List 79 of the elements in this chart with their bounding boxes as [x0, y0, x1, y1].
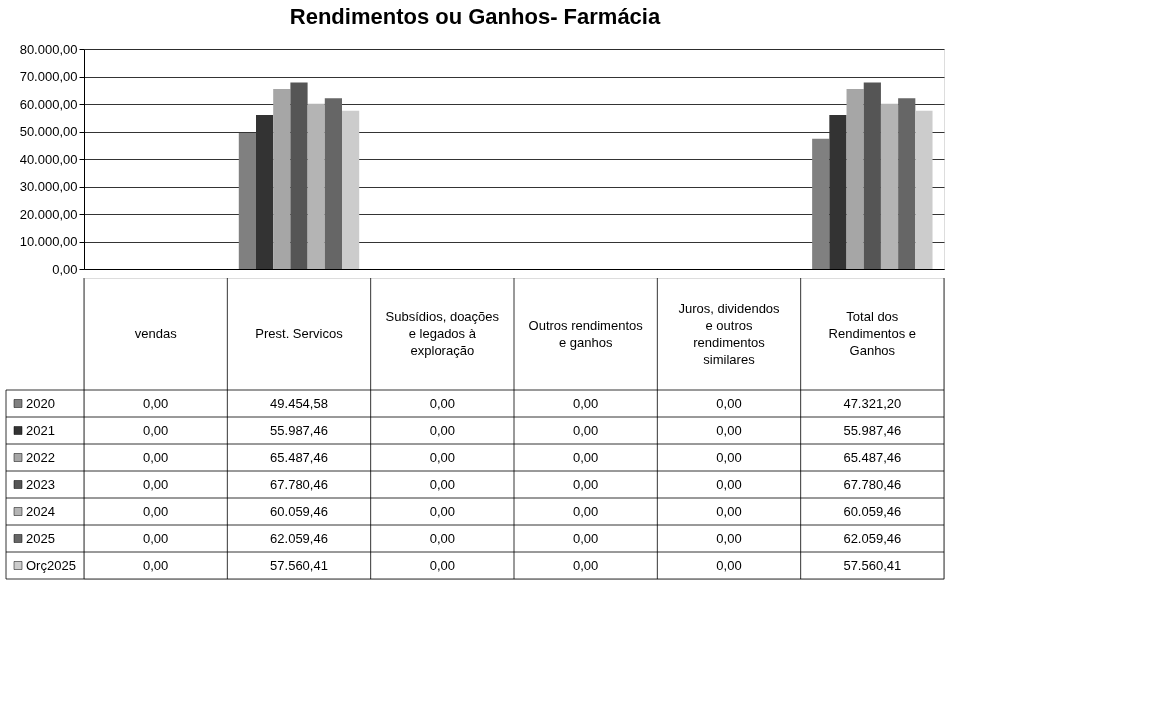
data-label: 0,00	[143, 503, 169, 519]
data-label: 0,00	[429, 503, 455, 519]
bar	[290, 82, 308, 269]
data-label: 49.454,58	[270, 395, 328, 411]
data-label: 0,00	[143, 557, 169, 573]
data-label: 0,00	[716, 476, 742, 492]
chart-title: Rendimentos ou Ganhos- Farmácia	[289, 3, 661, 29]
y-tick-label: 0,00	[52, 261, 78, 277]
data-label: 0,00	[143, 530, 169, 546]
x-tick-label: Prest. Servicos	[255, 326, 344, 341]
data-label: 55.987,46	[843, 422, 902, 438]
data-label: 47.321,20	[843, 395, 902, 411]
bar	[324, 98, 342, 269]
bar	[846, 88, 864, 269]
data-label: 65.487,46	[843, 449, 902, 465]
data-label: 0,00	[573, 422, 599, 438]
y-tick-label: 70.000,00	[19, 69, 78, 84]
data-label: 0,00	[716, 503, 742, 519]
data-label: 0,00	[716, 422, 742, 438]
data-label: 62.059,46	[270, 530, 328, 546]
legend-label: 2024	[26, 503, 55, 519]
data-label: 0,00	[143, 395, 169, 411]
data-label: 0,00	[716, 557, 742, 573]
legend-label: 2025	[26, 530, 55, 546]
bar	[238, 133, 256, 269]
data-label: 60.059,46	[270, 503, 328, 519]
legend-label: Orç2025	[26, 557, 76, 573]
data-label: 0,00	[573, 395, 599, 411]
bar	[863, 82, 881, 269]
data-label: 60.059,46	[843, 503, 902, 519]
data-label: 65.487,46	[270, 449, 328, 465]
bar	[880, 103, 899, 269]
data-label: 0,00	[143, 422, 169, 438]
data-label: 0,00	[573, 530, 599, 546]
data-label: 0,00	[716, 395, 742, 411]
data-label: 0,00	[143, 449, 169, 465]
data-label: 0,00	[429, 530, 455, 546]
y-tick-label: 60.000,00	[19, 96, 78, 112]
x-tick-label: Juros, dividendos e outros rendimentos similares	[678, 300, 781, 367]
data-label: 0,00	[429, 557, 455, 573]
data-label: 0,00	[429, 422, 455, 438]
y-tick-label: 40.000,00	[19, 151, 78, 167]
legend-label: 2022	[26, 449, 55, 465]
x-tick-label: Outros rendimentos e ganhos	[528, 317, 644, 350]
data-label: 0,00	[716, 530, 742, 546]
bar	[915, 110, 933, 269]
y-tick-label: 80.000,00	[19, 41, 78, 57]
bar	[342, 110, 360, 269]
y-tick-label: 20.000,00	[19, 206, 78, 222]
data-label: 57.560,41	[843, 557, 902, 573]
x-tick-label: Total dos Rendimentos e Ganhos	[828, 309, 917, 358]
x-tick-label: vendas	[134, 326, 178, 341]
legend-label: 2020	[26, 395, 55, 411]
data-label: 0,00	[573, 557, 599, 573]
data-label: 0,00	[573, 449, 599, 465]
data-label: 67.780,46	[843, 476, 902, 492]
data-label: 0,00	[573, 503, 599, 519]
data-label: 0,00	[573, 476, 599, 492]
bar	[829, 115, 847, 269]
legend-label: 2023	[26, 476, 55, 492]
bar	[307, 103, 325, 269]
data-label: 67.780,46	[270, 476, 328, 492]
bar	[898, 98, 916, 269]
data-label: 0,00	[716, 449, 742, 465]
bar	[273, 88, 291, 269]
x-tick-label: Subsídios, doações e legados à exploração	[385, 309, 500, 358]
data-label: 55.987,46	[270, 422, 328, 438]
data-label: 62.059,46	[843, 530, 902, 546]
data-label: 0,00	[429, 476, 455, 492]
data-label: 0,00	[429, 395, 455, 411]
data-label: 0,00	[429, 449, 455, 465]
y-tick-label: 30.000,00	[19, 179, 78, 194]
data-label: 57.560,41	[270, 557, 328, 573]
bar	[256, 115, 274, 269]
y-tick-label: 50.000,00	[19, 124, 78, 139]
y-tick-label: 10.000,00	[19, 234, 78, 249]
legend-label: 2021	[26, 422, 55, 438]
bar	[812, 138, 830, 269]
data-label: 0,00	[143, 476, 169, 492]
